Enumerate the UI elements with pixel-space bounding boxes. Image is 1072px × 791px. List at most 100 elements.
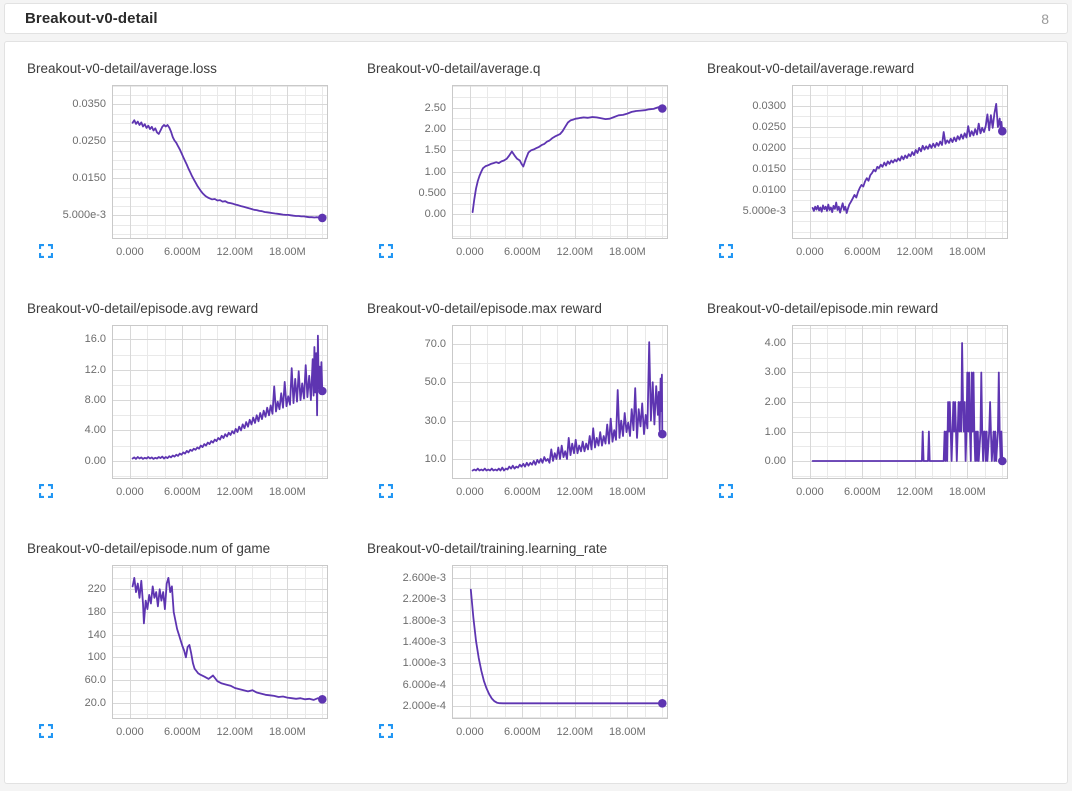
x-tick-label: 0.000 bbox=[456, 486, 484, 498]
x-tick-label: 12.00M bbox=[216, 726, 254, 738]
series-line bbox=[471, 341, 664, 472]
chart-plot[interactable] bbox=[112, 565, 328, 719]
chart-title: Breakout-v0-detail/training.learning_rat… bbox=[367, 541, 608, 556]
y-tick-label: 4.00 bbox=[84, 424, 106, 437]
y-tick-label: 12.0 bbox=[84, 363, 106, 376]
series-line bbox=[471, 105, 664, 213]
series-line bbox=[469, 588, 664, 705]
y-tick-label: 0.00 bbox=[84, 454, 106, 467]
series-line bbox=[811, 342, 1004, 462]
expand-fullscreen-button[interactable] bbox=[38, 723, 54, 739]
expand-fullscreen-button[interactable] bbox=[718, 243, 734, 259]
x-tick-label: 6.000M bbox=[504, 486, 541, 498]
y-tick-label: 4.00 bbox=[764, 336, 786, 349]
x-tick-label: 12.00M bbox=[216, 486, 254, 498]
y-tick-label: 5.000e-3 bbox=[62, 209, 106, 222]
chart-title: Breakout-v0-detail/episode.num of game bbox=[27, 541, 271, 556]
chart-title: Breakout-v0-detail/episode.min reward bbox=[707, 301, 939, 316]
y-tick-label: 1.50 bbox=[424, 144, 446, 157]
chart-card: Breakout-v0-detail/training.learning_rat… bbox=[367, 533, 707, 773]
y-tick-label: 140 bbox=[87, 628, 106, 641]
expand-fullscreen-button[interactable] bbox=[718, 483, 734, 499]
chart-plot[interactable] bbox=[452, 85, 668, 239]
y-tick-label: 0.0250 bbox=[72, 135, 106, 148]
y-tick-label: 50.0 bbox=[424, 376, 446, 389]
x-tick-label: 0.000 bbox=[116, 726, 144, 738]
y-tick-label: 180 bbox=[87, 605, 106, 618]
y-tick-label: 0.00 bbox=[424, 208, 446, 221]
y-tick-label: 2.200e-3 bbox=[402, 593, 446, 606]
y-tick-label: 2.00 bbox=[424, 122, 446, 135]
chart-title: Breakout-v0-detail/episode.max reward bbox=[367, 301, 602, 316]
plot-area: 220 180 140 100 60.0 20.0 0.000 6.000M 12.00M 18.… bbox=[27, 565, 367, 761]
fullscreen-icon bbox=[378, 723, 394, 739]
y-tick-label: 16.0 bbox=[84, 333, 106, 346]
chart-plot[interactable] bbox=[112, 325, 328, 479]
x-tick-label: 12.00M bbox=[896, 246, 934, 258]
y-tick-label: 100 bbox=[87, 651, 106, 664]
y-tick-label: 8.00 bbox=[84, 394, 106, 407]
y-tick-label: 0.0350 bbox=[72, 98, 106, 111]
x-tick-label: 6.000M bbox=[504, 726, 541, 738]
expand-fullscreen-button[interactable] bbox=[378, 723, 394, 739]
expand-fullscreen-button[interactable] bbox=[378, 243, 394, 259]
x-tick-label: 12.00M bbox=[556, 246, 594, 258]
chart-card: Breakout-v0-detail/episode.min reward 4.0… bbox=[707, 293, 1047, 533]
y-tick-label: 60.0 bbox=[84, 674, 106, 687]
chart-card: Breakout-v0-detail/average.reward 0.0300 0… bbox=[707, 53, 1047, 293]
chart-title: Breakout-v0-detail/episode.avg reward bbox=[27, 301, 259, 316]
x-tick-label: 0.000 bbox=[796, 486, 824, 498]
y-tick-label: 0.00 bbox=[764, 455, 786, 467]
y-tick-label: 0.0150 bbox=[72, 172, 106, 185]
expand-fullscreen-button[interactable] bbox=[378, 483, 394, 499]
chart-card: Breakout-v0-detail/average.loss 0.0350 0.0… bbox=[27, 53, 367, 293]
x-tick-label: 12.00M bbox=[556, 486, 594, 498]
fullscreen-icon bbox=[378, 243, 394, 259]
y-tick-label: 5.000e-3 bbox=[742, 204, 786, 217]
y-tick-label: 1.00 bbox=[764, 425, 786, 438]
x-tick-label: 6.000M bbox=[844, 246, 881, 258]
plot-area: 0.0300 0.0250 0.0200 0.0150 0.0100 5.000e-3 0.… bbox=[707, 85, 1047, 281]
chart-title: Breakout-v0-detail/average.loss bbox=[27, 61, 217, 76]
y-tick-label: 6.000e-4 bbox=[402, 678, 446, 691]
y-tick-label: 0.0150 bbox=[752, 162, 786, 175]
series-end-dot bbox=[998, 126, 1007, 136]
chart-plot[interactable] bbox=[112, 85, 328, 239]
group-header[interactable]: Breakout-v0-detail 8 bbox=[4, 3, 1068, 34]
charts-grid: Breakout-v0-detail/average.loss 0.0350 0.0… bbox=[27, 53, 1067, 773]
y-tick-label: 2.000e-4 bbox=[402, 699, 446, 712]
plot-area: 2.600e-3 2.200e-3 1.800e-3 1.400e-3 1.000e-3… bbox=[367, 565, 707, 761]
expand-fullscreen-button[interactable] bbox=[38, 243, 54, 259]
chart-plot[interactable] bbox=[792, 85, 1008, 239]
expand-fullscreen-button[interactable] bbox=[38, 483, 54, 499]
y-tick-label: 0.0100 bbox=[752, 183, 786, 196]
chart-card: Breakout-v0-detail/episode.max reward 70.… bbox=[367, 293, 707, 533]
fullscreen-icon bbox=[38, 723, 54, 739]
x-tick-label: 6.000M bbox=[164, 726, 201, 738]
series-end-dot bbox=[658, 699, 667, 708]
x-tick-label: 6.000M bbox=[164, 486, 201, 498]
chart-plot[interactable] bbox=[452, 325, 668, 479]
y-tick-label: 10.0 bbox=[424, 452, 446, 465]
x-tick-label: 18.00M bbox=[268, 246, 306, 258]
y-tick-label: 2.50 bbox=[424, 101, 446, 114]
charts-panel: Breakout-v0-detail/average.loss 0.0350 0.0… bbox=[4, 41, 1068, 784]
chart-plot[interactable] bbox=[452, 565, 668, 719]
series-end-dot bbox=[318, 695, 327, 704]
series-end-dot bbox=[318, 386, 327, 396]
x-tick-label: 0.000 bbox=[796, 246, 824, 258]
plot-area: 0.0350 0.0250 0.0150 5.000e-3 0.000 6.000M 12.… bbox=[27, 85, 367, 281]
y-tick-label: 0.0200 bbox=[752, 141, 786, 154]
plot-area: 2.50 2.00 1.50 1.00 0.500 0.00 0.000 6.000M 12.0… bbox=[367, 85, 707, 281]
group-title: Breakout-v0-detail bbox=[25, 10, 158, 27]
x-tick-label: 6.000M bbox=[504, 246, 541, 258]
chart-plot[interactable] bbox=[792, 325, 1008, 479]
chart-count-badge: 8 bbox=[1041, 10, 1049, 27]
fullscreen-icon bbox=[718, 243, 734, 259]
x-tick-label: 6.000M bbox=[164, 246, 201, 258]
x-tick-label: 12.00M bbox=[216, 246, 254, 258]
x-tick-label: 18.00M bbox=[948, 486, 986, 498]
x-tick-label: 18.00M bbox=[268, 486, 306, 498]
y-tick-label: 1.800e-3 bbox=[402, 614, 446, 627]
